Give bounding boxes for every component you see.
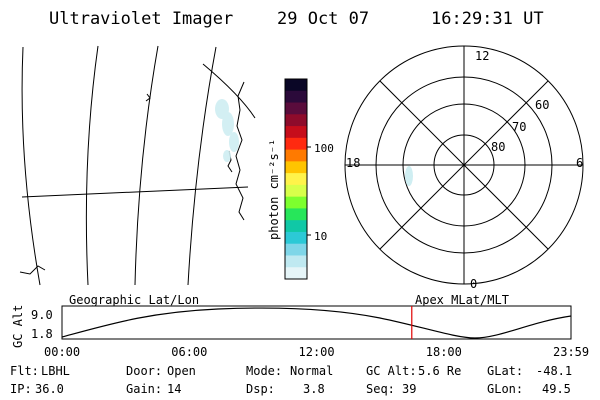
colorbar-tick-100: 100: [314, 142, 334, 155]
gc-alt-label: GC Alt:: [366, 364, 417, 378]
timeline-ymax: 9.0: [31, 308, 53, 322]
timeline-ymin: 1.8: [31, 327, 53, 341]
door-label: Door:: [126, 364, 163, 378]
flt-value: LBHL: [41, 364, 70, 378]
colorbar-swatch: [285, 137, 307, 151]
colorbar-swatch: [285, 208, 307, 221]
coastline: [235, 81, 245, 221]
mlt-label-0: 0: [470, 277, 478, 291]
longitude-line: [85, 45, 99, 286]
glon-value: 49.5: [542, 382, 571, 396]
flt-label: Flt:: [10, 364, 39, 378]
colorbar-tick-10: 10: [314, 230, 328, 243]
colorbar-swatch: [285, 102, 307, 115]
coastline: [145, 93, 151, 102]
glon-label: GLon:: [487, 382, 524, 396]
door-value: Open: [167, 364, 196, 378]
colorbar-swatch: [285, 267, 307, 280]
gc-alt-value: 5.6 Re: [418, 364, 462, 378]
gain-value: 14: [167, 382, 182, 396]
polar-aurora-emission: [405, 166, 413, 186]
mlt-label-6: 6: [576, 156, 584, 170]
colorbar-swatch: [285, 79, 307, 92]
time-label: 16:29:31 UT: [431, 9, 544, 29]
glat-label: GLat:: [487, 364, 524, 378]
mlat-label-80: 80: [491, 140, 506, 154]
orbit-altitude-curve: [61, 307, 572, 339]
colorbar-swatch: [285, 149, 307, 162]
time-tick-label: 23:59: [553, 345, 590, 359]
colorbar-swatch: [285, 126, 307, 139]
longitude-line: [187, 46, 217, 286]
instrument-title: Ultraviolet Imager: [49, 9, 234, 29]
colorbar-swatch: [285, 196, 307, 209]
glat-value: -48.1: [536, 364, 573, 378]
mlt-label-12: 12: [475, 49, 490, 63]
longitude-line: [134, 45, 159, 286]
gain-label: Gain:: [126, 382, 163, 396]
colorbar-swatch: [285, 255, 307, 268]
mlat-label-70: 70: [512, 120, 527, 134]
colorbar-swatch: [285, 220, 307, 233]
colorbar-frame: [284, 78, 308, 280]
coastline: [19, 265, 46, 275]
time-tick-label: 00:00: [44, 345, 81, 359]
time-tick-label: 06:00: [171, 345, 208, 359]
ip-value: 36.0: [35, 382, 64, 396]
timeline-right-title: Apex MLat/MLT: [415, 293, 509, 307]
color-scale-bar: [284, 78, 311, 280]
longitude-line: [21, 46, 41, 286]
colorbar-swatch: [285, 231, 307, 245]
mlt-label-18: 18: [346, 156, 361, 170]
longitude-line: [202, 63, 256, 119]
time-tick-label: 18:00: [425, 345, 462, 359]
mode-value: Normal: [290, 364, 334, 378]
colorbar-swatch: [285, 161, 307, 174]
dsp-label: Dsp:: [246, 382, 275, 396]
seq-value: 39: [402, 382, 417, 396]
ip-label: IP:: [10, 382, 32, 396]
dsp-value: 3.8: [303, 382, 325, 396]
latitude-line: [21, 186, 249, 198]
seq-label: Seq:: [366, 382, 395, 396]
colorbar-swatch: [285, 243, 307, 256]
colorbar-swatch: [285, 173, 307, 186]
timeline-left-title: Geographic Lat/Lon: [69, 293, 200, 307]
date-label: 29 Oct 07: [277, 9, 370, 29]
mlat-label-60: 60: [535, 98, 550, 112]
colorbar-swatch: [285, 114, 307, 127]
colorbar-swatch: [285, 184, 307, 198]
mode-label: Mode:: [246, 364, 283, 378]
colorbar-swatch: [285, 90, 307, 104]
time-tick-label: 12:00: [298, 345, 335, 359]
aurora-emission: [215, 99, 239, 162]
